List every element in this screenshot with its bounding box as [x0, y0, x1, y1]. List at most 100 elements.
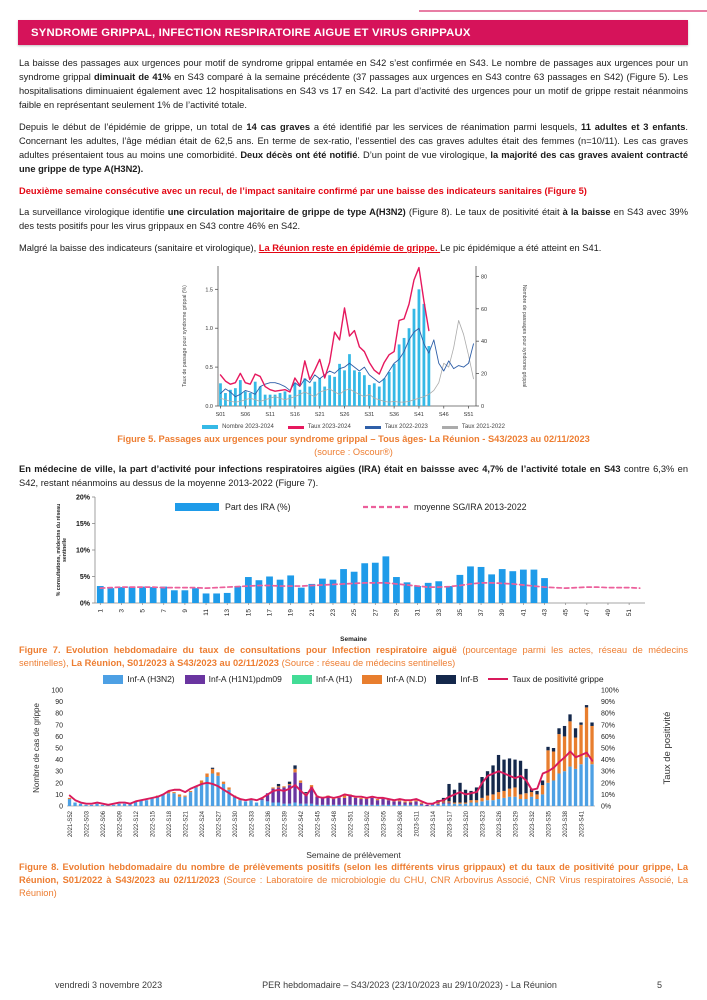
svg-text:S51: S51 — [463, 412, 473, 418]
svg-text:23: 23 — [329, 609, 336, 617]
figure8-xlabel: Semaine de prélèvement — [306, 850, 401, 861]
svg-text:Nombre de cas de grippe: Nombre de cas de grippe — [32, 703, 41, 793]
svg-text:100: 100 — [51, 688, 63, 695]
svg-text:2022-S09: 2022-S09 — [117, 811, 123, 838]
svg-text:80: 80 — [55, 711, 63, 718]
svg-text:0%: 0% — [79, 601, 90, 608]
figure5-legend: Nombre 2023-2024 Taux 2023-2024 Taux 2022-… — [19, 424, 688, 430]
svg-text:7: 7 — [160, 609, 167, 613]
footer-date: vendredi 3 novembre 2023 — [55, 980, 163, 990]
svg-text:moyenne SG/IRA 2013-2022: moyenne SG/IRA 2013-2022 — [414, 502, 527, 512]
page-footer: vendredi 3 novembre 2023 PER hebdomadair… — [55, 980, 662, 990]
figure5-block: 0.0 0.5 1.0 1.5 0 20 40 60 80 S01 S06 S11 S16 S21 S26 S… — [19, 258, 688, 459]
svg-text:37: 37 — [478, 609, 485, 617]
svg-text:45: 45 — [562, 609, 569, 617]
legend-label: Taux 2021-2022 — [461, 424, 505, 431]
figure8-chart: 0 0% 10 10% 20 20% 30 30% 40 40% 50 50% 60 60% 70 70% 80… — [32, 688, 673, 838]
svg-text:49: 49 — [604, 609, 611, 617]
legend-label: Inf-A (H1) — [315, 674, 353, 685]
svg-text:2022-S12: 2022-S12 — [133, 811, 139, 838]
svg-text:S11: S11 — [265, 412, 274, 418]
svg-text:50%: 50% — [601, 746, 615, 753]
svg-text:Taux de passage pour syndrome: Taux de passage pour syndrome grippal (%… — [182, 285, 188, 387]
paragraph-epidemie: Malgré la baisse des indicateurs (sanita… — [19, 243, 602, 254]
svg-text:2022-S48: 2022-S48 — [331, 811, 337, 838]
svg-text:0.5: 0.5 — [205, 365, 213, 371]
top-accent-line — [419, 10, 707, 12]
svg-text:9: 9 — [181, 609, 188, 613]
svg-text:100%: 100% — [601, 688, 619, 695]
page-content: La baisse des passages aux urgences pour… — [19, 57, 688, 904]
svg-text:1.0: 1.0 — [205, 326, 213, 332]
svg-text:2023-S02: 2023-S02 — [364, 811, 370, 838]
svg-text:19: 19 — [287, 609, 294, 617]
svg-text:2022-S45: 2022-S45 — [315, 811, 321, 838]
svg-text:S36: S36 — [389, 412, 399, 418]
svg-text:2023-S35: 2023-S35 — [546, 811, 552, 838]
svg-text:10%: 10% — [601, 792, 615, 799]
svg-text:70%: 70% — [601, 722, 615, 729]
svg-text:25: 25 — [351, 609, 358, 617]
paragraph-alerte-rouge: Deuxième semaine consécutive avec un rec… — [19, 185, 587, 196]
figure7-xlabel: Semaine — [340, 636, 367, 644]
svg-text:60: 60 — [481, 307, 487, 313]
svg-text:2022-S51: 2022-S51 — [348, 811, 354, 838]
legend-item: Inf-B — [436, 674, 478, 684]
legend-label: Taux 2023-2024 — [307, 424, 351, 431]
svg-text:2023-S11: 2023-S11 — [414, 811, 420, 837]
svg-text:30: 30 — [55, 769, 63, 776]
svg-text:2022-S42: 2022-S42 — [298, 811, 304, 838]
paragraph-cas-graves: Depuis le début de l’épidémie de grippe,… — [19, 121, 688, 174]
svg-text:2023-S32: 2023-S32 — [529, 811, 535, 838]
svg-text:2023-S08: 2023-S08 — [397, 811, 403, 838]
svg-text:2023-S38: 2023-S38 — [562, 811, 568, 838]
svg-text:2022-S18: 2022-S18 — [166, 811, 172, 838]
svg-text:21: 21 — [308, 609, 315, 617]
svg-text:31: 31 — [414, 609, 421, 617]
legend-item: Inf-A (H1N1)pdm09 — [184, 674, 282, 685]
svg-text:80%: 80% — [601, 711, 615, 718]
legend-item: Taux 2023-2024 — [287, 424, 351, 431]
footer-doc-title: PER hebdomadaire – S43/2023 (23/10/2023 … — [262, 980, 557, 990]
svg-text:2022-S21: 2022-S21 — [183, 811, 189, 838]
svg-text:0%: 0% — [601, 804, 611, 811]
svg-text:2022-S06: 2022-S06 — [100, 811, 106, 838]
svg-text:90%: 90% — [601, 699, 615, 706]
svg-text:3: 3 — [118, 609, 125, 613]
legend-swatch — [488, 677, 509, 681]
svg-text:S16: S16 — [290, 412, 300, 418]
svg-text:2023-S17: 2023-S17 — [447, 811, 453, 838]
section-header-banner: SYNDROME GRIPPAL, INFECTION RESPIRATOIRE… — [18, 20, 688, 45]
figure7-chart: 0%5%10%15%20%1 3 5 7 9 11 13 15 17 19 21 23 25 27 29 31… — [56, 495, 645, 617]
paragraph-urgences: La baisse des passages aux urgences pour… — [19, 58, 688, 110]
svg-text:S21: S21 — [314, 412, 324, 418]
svg-text:2023-S14: 2023-S14 — [430, 811, 436, 838]
svg-text:80: 80 — [481, 275, 487, 281]
svg-text:5%: 5% — [79, 574, 90, 581]
svg-text:60%: 60% — [601, 734, 615, 741]
svg-text:41: 41 — [520, 609, 527, 617]
legend-swatch — [184, 674, 205, 684]
legend-swatch — [362, 674, 383, 684]
svg-text:0: 0 — [481, 404, 484, 410]
svg-text:60: 60 — [55, 734, 63, 741]
svg-text:2022-S30: 2022-S30 — [232, 811, 238, 838]
legend-label: Inf-A (H1N1)pdm09 — [208, 674, 282, 685]
figure7-caption: Figure 7. Evolution hebdomadaire du taux… — [19, 645, 688, 669]
paragraph-virologie: La surveillance virologique identifie un… — [19, 207, 688, 232]
footer-page-number: 5 — [656, 980, 662, 990]
svg-text:2023-S29: 2023-S29 — [513, 811, 519, 838]
svg-text:2022-S27: 2022-S27 — [216, 811, 222, 838]
figure8-caption: Figure 8. Evolution hebdomadaire du nomb… — [19, 862, 688, 899]
svg-text:11: 11 — [203, 609, 210, 616]
legend-swatch — [436, 674, 457, 684]
legend-item: Taux 2022-2023 — [364, 424, 428, 430]
svg-text:2022-S36: 2022-S36 — [265, 811, 271, 838]
legend-swatch — [364, 426, 381, 429]
section-title: SYNDROME GRIPPAL, INFECTION RESPIRATOIRE… — [31, 26, 471, 39]
svg-text:2022-S03: 2022-S03 — [84, 811, 90, 838]
svg-text:S46: S46 — [438, 412, 448, 418]
svg-text:5: 5 — [139, 609, 146, 613]
legend-label: Nombre 2023-2024 — [222, 424, 274, 431]
legend-label: Taux de positivité grippe — [512, 674, 604, 685]
